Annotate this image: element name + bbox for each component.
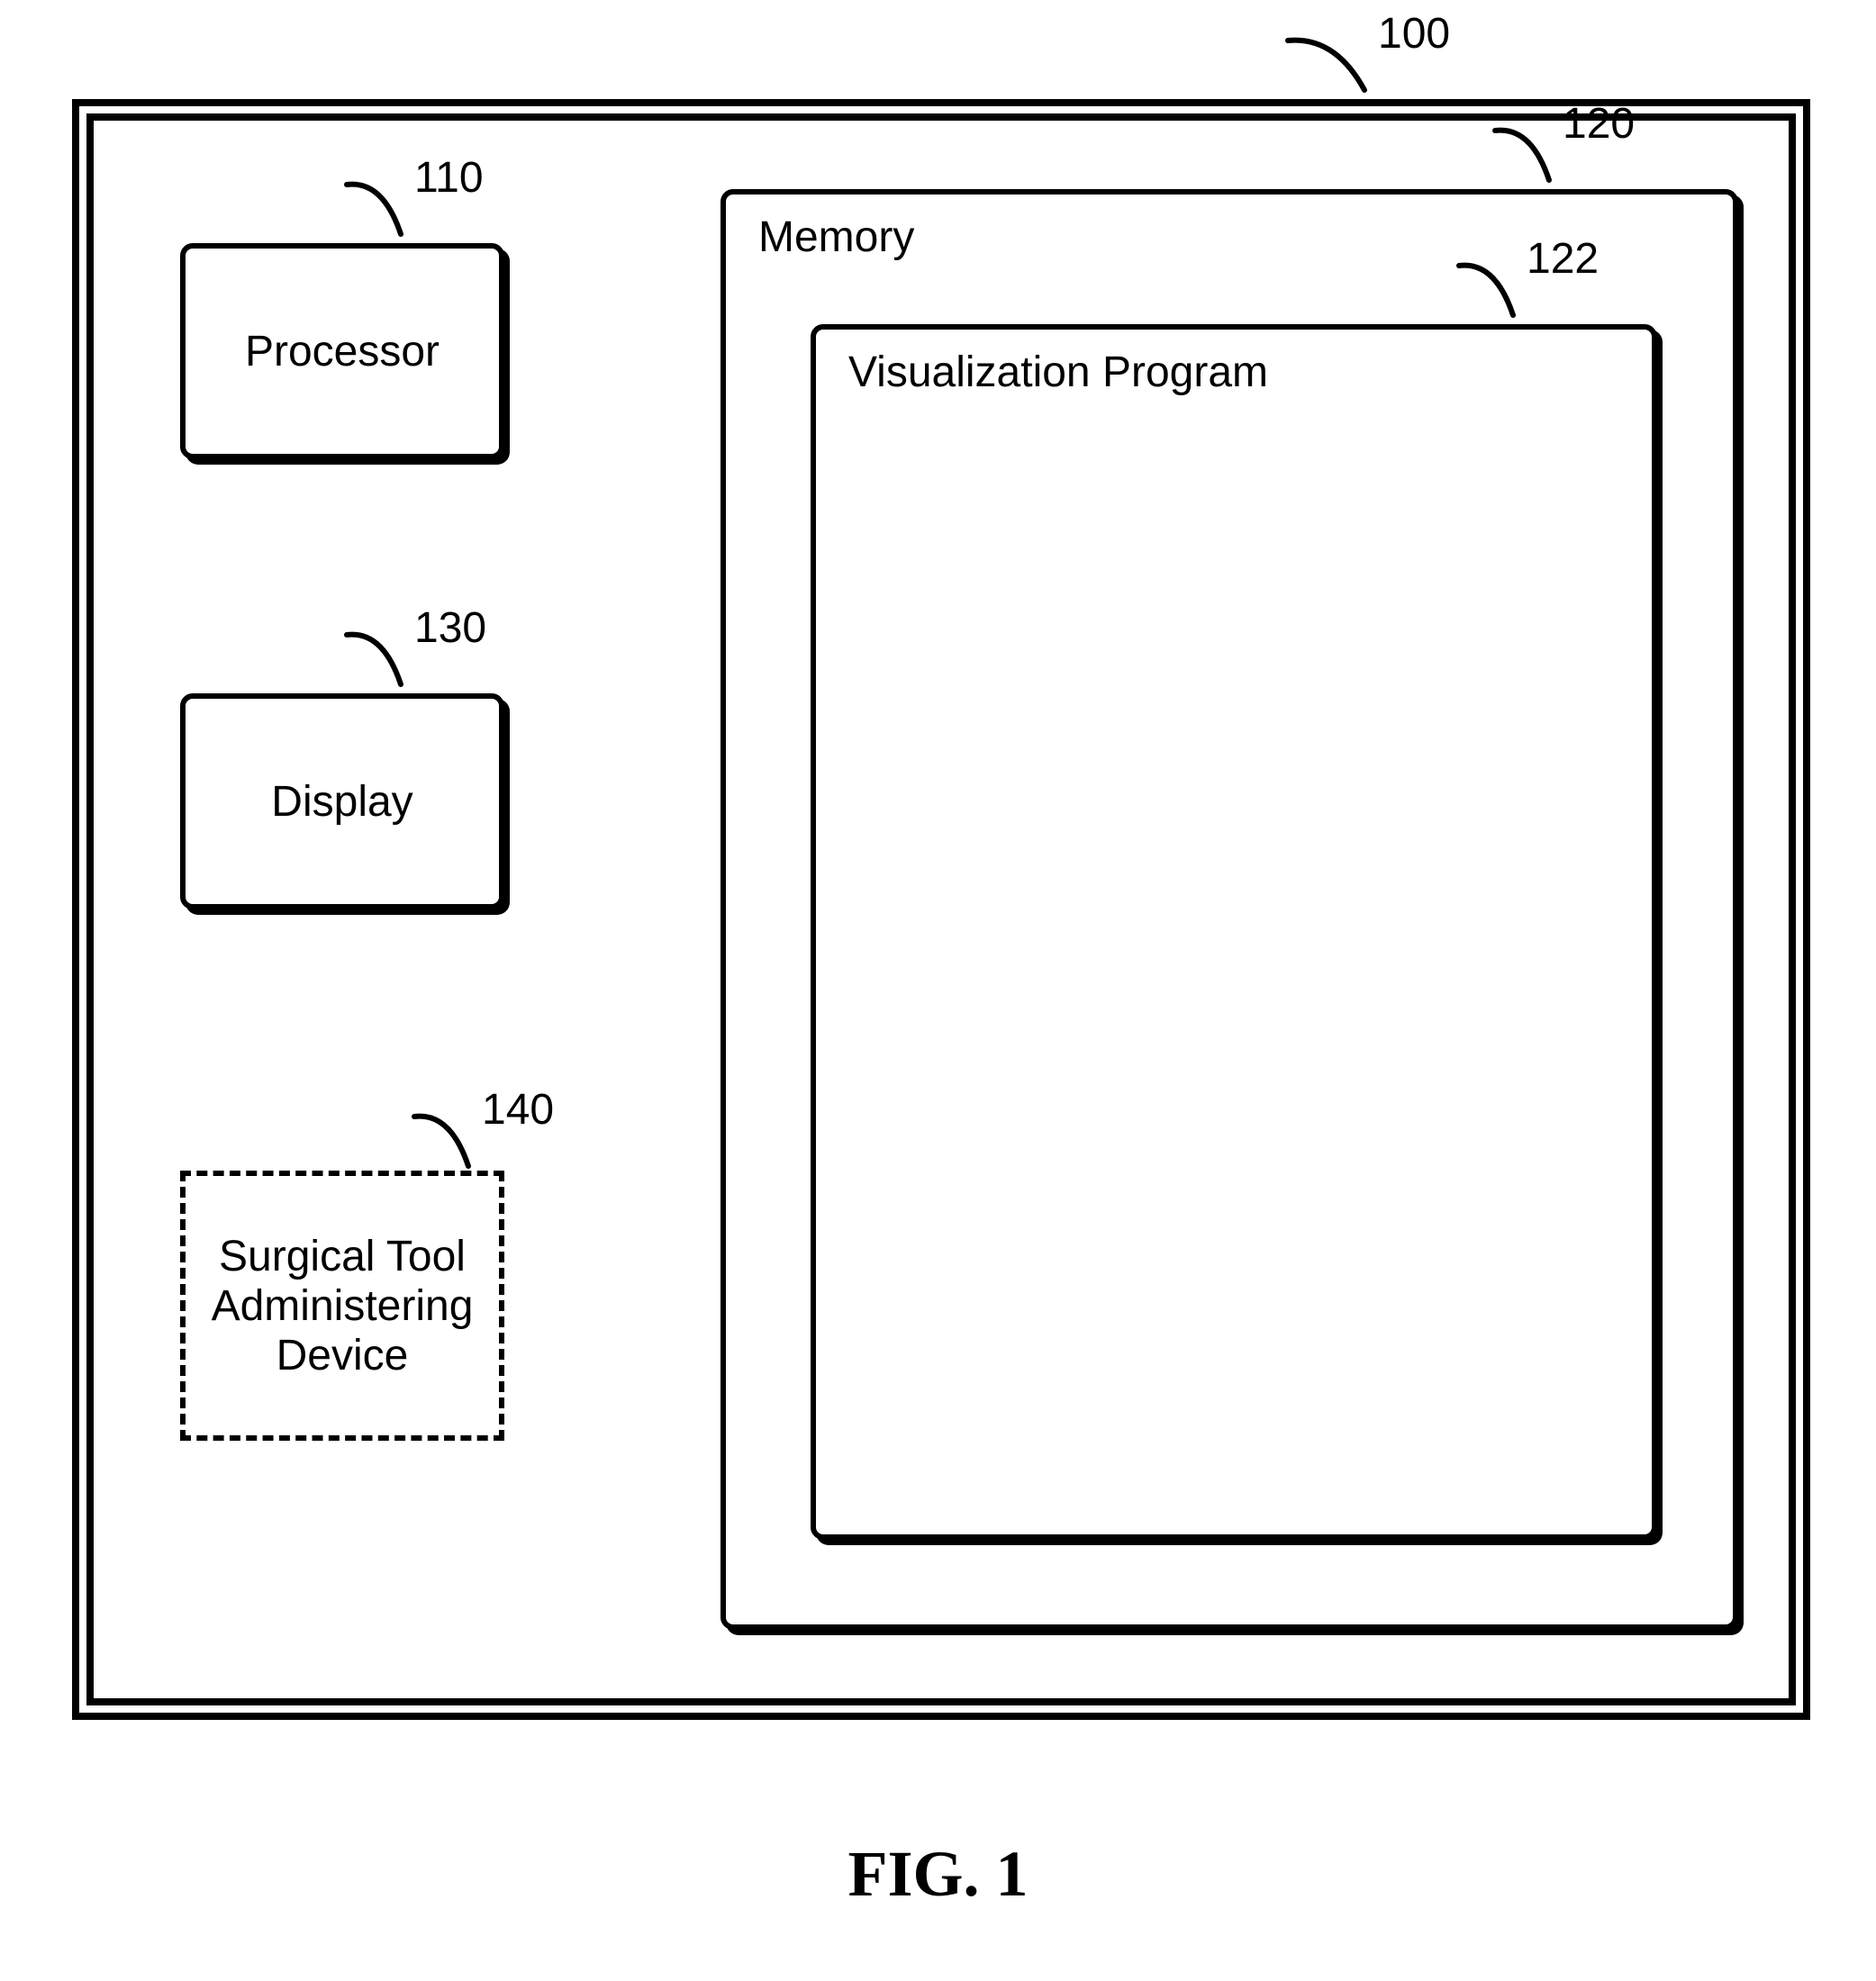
figure-canvas: Memory Visualization Program Processor D… (0, 0, 1876, 1981)
surgical-device-block: Surgical Tool Administering Device (180, 1171, 504, 1441)
ref-100: 100 (1378, 9, 1450, 59)
visualization-program-block: Visualization Program (811, 324, 1657, 1540)
display-label: Display (271, 777, 412, 827)
surgical-device-label: Surgical Tool Administering Device (212, 1232, 474, 1380)
processor-label: Processor (245, 327, 440, 376)
visualization-program-label: Visualization Program (848, 348, 1268, 396)
figure-caption: FIG. 1 (0, 1837, 1876, 1912)
display-block: Display (180, 693, 504, 909)
leader-100 (1279, 0, 1387, 99)
ref-110: 110 (414, 153, 484, 203)
ref-120: 120 (1563, 99, 1635, 149)
leader-130 (338, 594, 423, 693)
ref-122: 122 (1527, 234, 1599, 284)
memory-label: Memory (758, 213, 914, 261)
leader-120 (1486, 90, 1572, 189)
leader-110 (338, 144, 423, 243)
ref-130: 130 (414, 603, 486, 653)
ref-140: 140 (482, 1085, 554, 1135)
leader-140 (405, 1076, 491, 1175)
processor-block: Processor (180, 243, 504, 459)
leader-122 (1450, 225, 1536, 324)
